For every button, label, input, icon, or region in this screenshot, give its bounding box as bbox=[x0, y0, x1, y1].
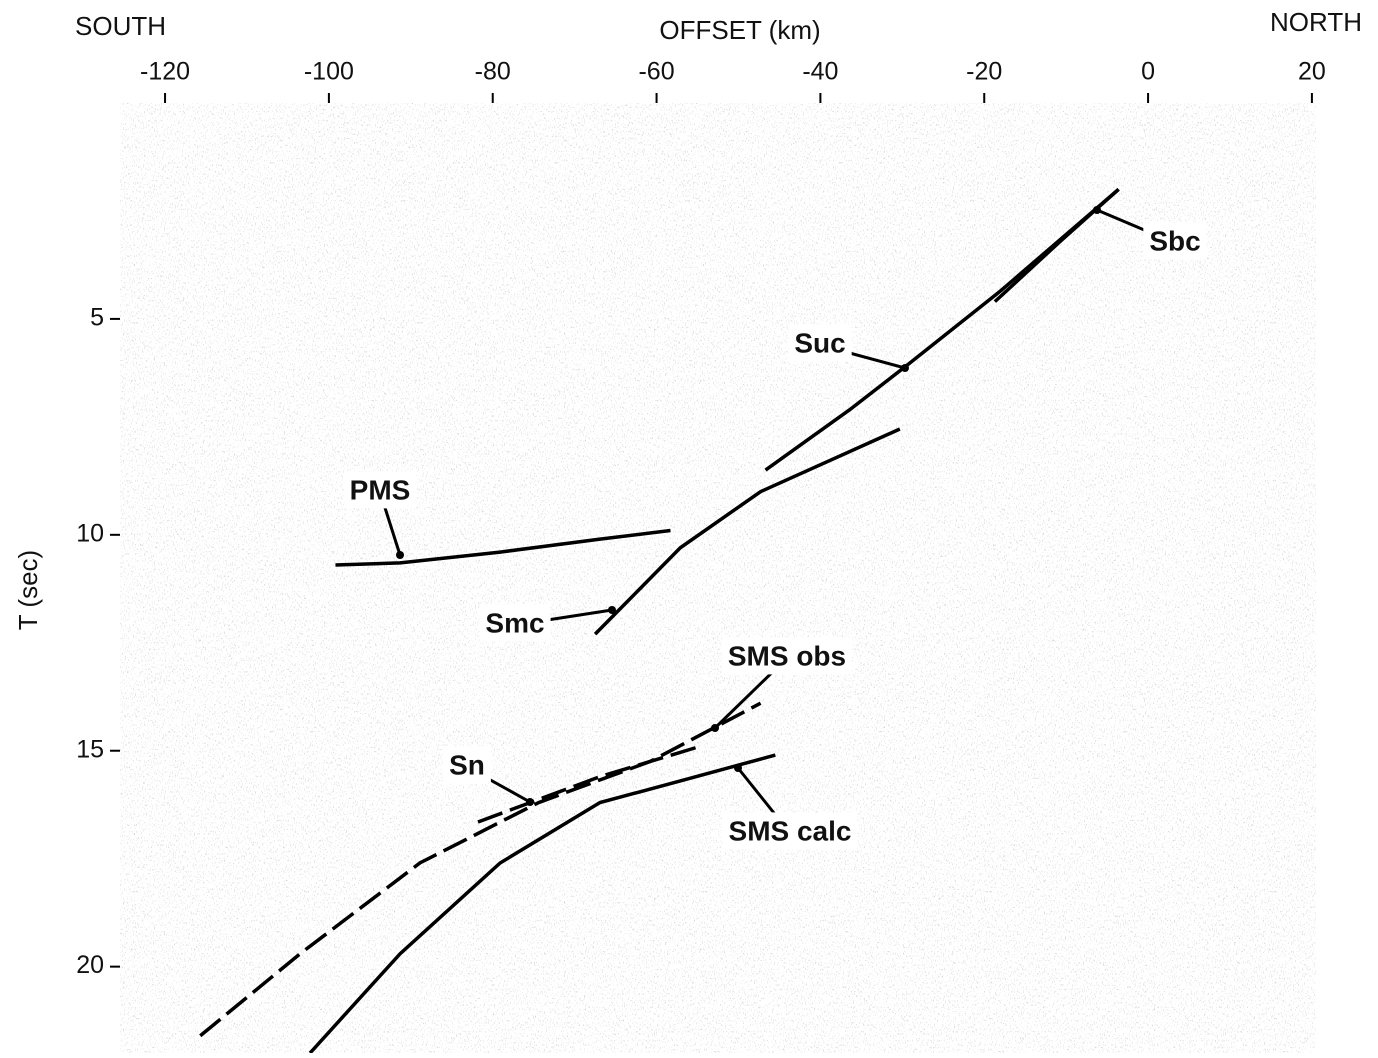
seismic-section bbox=[120, 103, 1316, 1053]
curve-label: Sn bbox=[449, 749, 485, 780]
x-tick-label: 0 bbox=[1141, 58, 1155, 86]
curve-label: SMS obs bbox=[728, 640, 846, 671]
curve-label: Suc bbox=[794, 327, 845, 358]
curve-label: PMS bbox=[350, 474, 411, 505]
y-tick-label: 5 bbox=[90, 304, 104, 332]
arrow-head bbox=[901, 364, 909, 372]
y-tick-label: 15 bbox=[76, 735, 104, 763]
x-tick-label: -80 bbox=[475, 58, 511, 86]
north-label: NORTH bbox=[1270, 7, 1362, 37]
y-tick-label: 10 bbox=[76, 519, 104, 547]
arrow-head bbox=[734, 764, 742, 772]
chart: SOUTH NORTH OFFSET (km) T (sec) -120 -100… bbox=[0, 0, 1378, 1053]
curve-label: Sbc bbox=[1149, 225, 1200, 256]
x-tick-label: -120 bbox=[140, 58, 190, 86]
south-label: SOUTH bbox=[75, 11, 166, 41]
arrow-head bbox=[608, 606, 616, 614]
y-tick-label: 20 bbox=[76, 951, 104, 979]
x-tick-label: -40 bbox=[802, 58, 838, 86]
arrow-head bbox=[526, 798, 534, 806]
curve-label: SMS calc bbox=[729, 815, 852, 846]
curve-label: Smc bbox=[485, 607, 544, 638]
x-tick-label: -20 bbox=[966, 58, 1002, 86]
arrow-head bbox=[396, 551, 404, 559]
x-tick-label: 20 bbox=[1298, 58, 1326, 86]
x-tick-label: -60 bbox=[638, 58, 674, 86]
x-tick-label: -100 bbox=[304, 58, 354, 86]
y-axis-title: T (sec) bbox=[13, 550, 43, 630]
arrow-head bbox=[711, 724, 719, 732]
x-axis-title: OFFSET (km) bbox=[659, 15, 820, 45]
